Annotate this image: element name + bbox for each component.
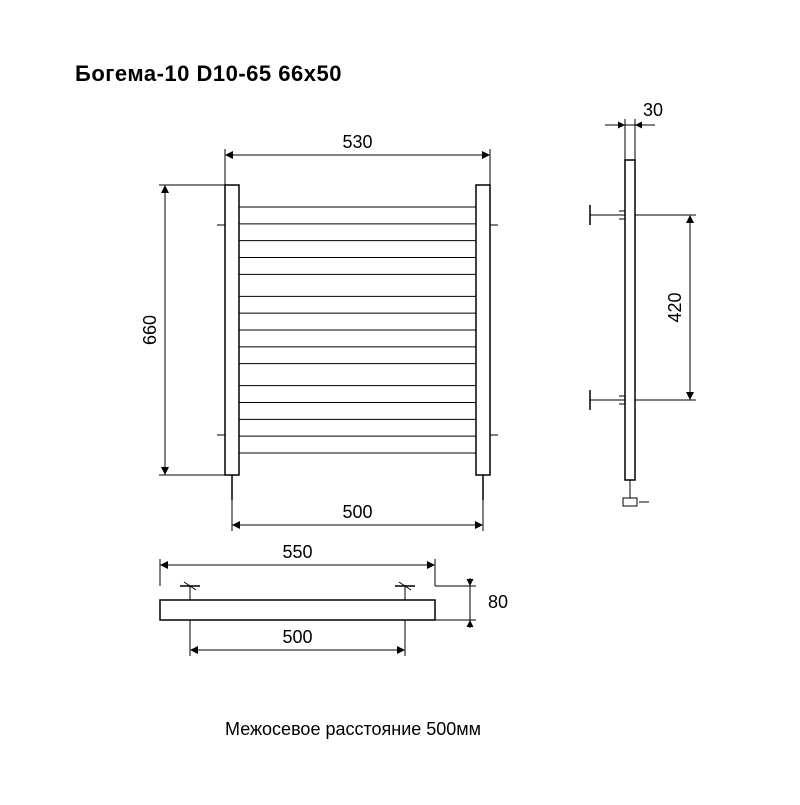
svg-text:30: 30 [643,100,663,120]
product-title: Богема-10 D10-65 66x50 [75,61,342,86]
svg-text:500: 500 [282,627,312,647]
svg-text:530: 530 [342,132,372,152]
svg-text:660: 660 [140,315,160,345]
top-view: 550 500 80 [160,542,508,656]
front-view: 530 500 660 [140,132,498,531]
svg-text:80: 80 [488,592,508,612]
svg-text:500: 500 [342,502,372,522]
svg-text:550: 550 [282,542,312,562]
side-view: 30 420 [590,100,696,506]
footer-note: Межосевое расстояние 500мм [225,719,481,739]
svg-text:420: 420 [665,292,685,322]
